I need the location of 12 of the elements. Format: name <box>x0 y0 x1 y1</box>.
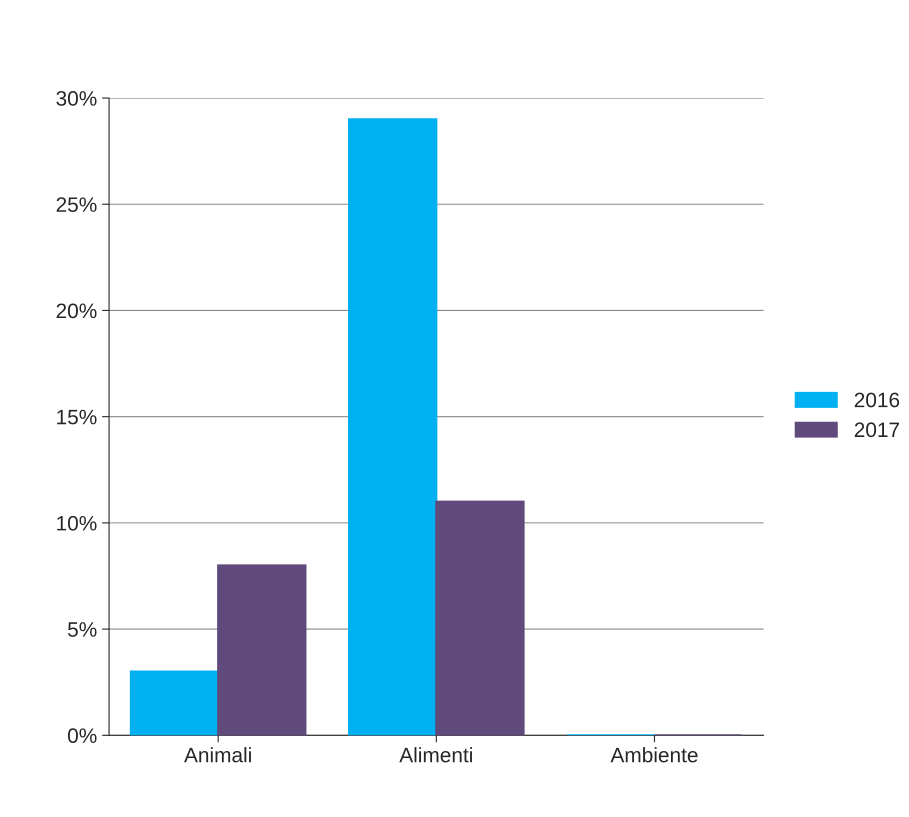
y-tick-label: 20% <box>56 303 97 318</box>
y-tick-label: 15% <box>57 410 97 424</box>
y-tick-label: 0% <box>68 728 97 744</box>
x-tick-label: Animali <box>184 747 251 762</box>
y-tick-label: 5% <box>68 622 97 637</box>
y-tick-label: 10% <box>57 516 97 531</box>
x-tick-label: Alimenti <box>399 747 472 762</box>
y-tick-label: 30% <box>56 91 97 106</box>
x-tick-label: Ambiente <box>610 747 698 762</box>
legend-label: 2017 <box>854 422 900 438</box>
y-tick-label: 25% <box>56 197 97 212</box>
legend-label: 2016 <box>854 392 900 408</box>
